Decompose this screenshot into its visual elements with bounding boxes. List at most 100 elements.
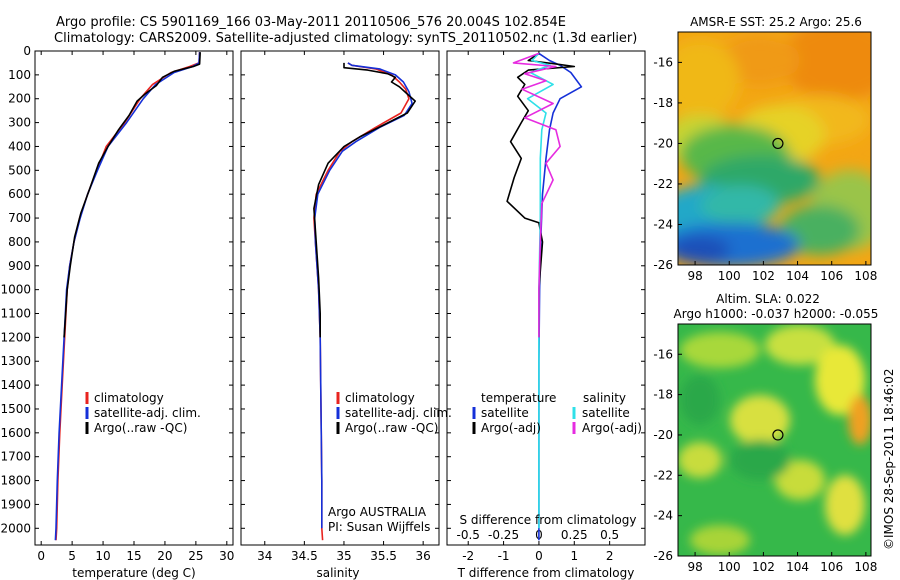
x-tick-label: 15 [126, 549, 141, 563]
depth-tick-label: 1400 [0, 378, 31, 392]
series-line-argo-raw-qc- [313, 62, 417, 338]
temperature-series [54, 52, 201, 541]
float-pi-annotation: PI: Susan Wijffels [328, 520, 430, 534]
sst-map-title: AMSR-E SST: 25.2 Argo: 25.6 [690, 15, 862, 29]
sla-map-axes: 98 100 102 104 106 108 -16 -18 -20 -22 -24 -26 [653, 347, 877, 574]
series-line-satellite-adj-clim- [313, 62, 413, 529]
series-line-climatology [313, 62, 410, 541]
legend-label-climatology: climatology [94, 391, 164, 405]
x-tick-label: 35.5 [370, 549, 397, 563]
s-tick-label: -0.25 [488, 528, 519, 542]
depth-tick-label: 1700 [0, 450, 31, 464]
x-tick-label: 30 [219, 549, 234, 563]
map-y-tick-label: -18 [653, 388, 673, 402]
map-x-tick-label: 106 [820, 269, 843, 283]
map-x-tick-label: 98 [687, 269, 702, 283]
depth-tick-label: 1000 [0, 283, 31, 297]
difference-s-label: S difference from climatology [460, 513, 637, 527]
sla-map-panel: Altim. SLA: 0.022 Argo h1000: -0.037 h20… [653, 292, 878, 574]
temperature-plot-frame [34, 50, 234, 546]
depth-tick-label: 800 [8, 235, 31, 249]
legend-label-satellite-adj: satellite-adj. clim. [94, 406, 201, 420]
salinity-legend: climatology satellite-adj. clim. Argo(..… [336, 391, 452, 435]
map-y-tick-label: -20 [653, 428, 673, 442]
x-tick-label: -1 [498, 549, 510, 563]
map-y-tick-label: -16 [653, 347, 673, 361]
difference-s-axis: -0.5 -0.25 0 0.25 0.5 [457, 528, 620, 542]
difference-t-axis: -2 -1 0 1 2 [462, 51, 613, 563]
legend-label-t-satellite: satellite [481, 406, 529, 420]
difference-plot-frame [446, 50, 646, 546]
temperature-panel: 0100200300400500600700800900100011001200… [0, 44, 234, 580]
map-y-tick-label: -24 [653, 509, 673, 523]
sst-map-frame [677, 31, 872, 266]
sst-argo-location-marker [772, 137, 784, 150]
map-x-tick-label: 102 [752, 560, 775, 574]
depth-tick-label: 400 [8, 139, 31, 153]
depth-tick-label: 1500 [0, 402, 31, 416]
depth-tick-label: 2000 [0, 521, 31, 535]
difference-legend: temperature salinity satellite Argo(-adj… [472, 391, 642, 435]
series-line-argo-raw-qc- [63, 52, 201, 338]
legend-label-satellite-adj: satellite-adj. clim. [345, 406, 452, 420]
legend-label-climatology: climatology [345, 391, 415, 405]
salinity-panel: 34 34.5 35 35.5 36 salinity climatology sate… [240, 50, 452, 580]
series-line-t-argo-adj- [506, 52, 576, 338]
map-x-tick-label: 106 [820, 560, 843, 574]
sst-map-panel: AMSR-E SST: 25.2 Argo: 25.6 98 100 [653, 15, 877, 283]
map-x-tick-label: 98 [687, 560, 702, 574]
figure-title-line2: Climatology: CARS2009. Satellite-adjuste… [54, 31, 637, 46]
depth-tick-label: 1900 [0, 497, 31, 511]
x-tick-label: 1 [570, 549, 578, 563]
temperature-xlabel: temperature (deg C) [72, 566, 195, 580]
temperature-legend: climatology satellite-adj. clim. Argo(..… [85, 391, 201, 435]
x-tick-label: 5 [68, 549, 76, 563]
legend-label-s-argo: Argo(-adj) [582, 421, 642, 435]
salinity-series [313, 62, 417, 541]
x-tick-label: 10 [95, 549, 110, 563]
depth-tick-label: 900 [8, 259, 31, 273]
salinity-x-axis: 34 34.5 35 35.5 36 [257, 51, 431, 563]
s-tick-label: 0.5 [600, 528, 619, 542]
s-tick-label: 0.25 [561, 528, 588, 542]
x-tick-label: -2 [462, 549, 474, 563]
difference-panel: -2 -1 0 1 2 -0.5 -0.25 0 0.25 0.5 T difference f… [446, 50, 646, 580]
series-line-satellite-adj-clim- [54, 52, 201, 541]
depth-tick-label: 100 [8, 68, 31, 82]
depth-tick-label: 1200 [0, 330, 31, 344]
map-x-tick-label: 104 [786, 269, 809, 283]
depth-tick-label: 200 [8, 92, 31, 106]
depth-tick-label: 1800 [0, 474, 31, 488]
difference-t-xlabel: T difference from climatology [457, 566, 635, 580]
sla-heatmap [678, 324, 871, 556]
x-tick-label: 0 [535, 549, 543, 563]
map-x-tick-label: 108 [854, 560, 877, 574]
map-y-tick-label: -26 [653, 258, 673, 272]
map-x-tick-label: 108 [854, 269, 877, 283]
legend-label-s-satellite: satellite [582, 406, 630, 420]
depth-tick-label: 500 [8, 163, 31, 177]
x-tick-label: 25 [188, 549, 203, 563]
depth-tick-label: 1600 [0, 426, 31, 440]
temperature-x-axis: 0 5 10 15 20 25 30 [37, 51, 234, 563]
figure-title-line1: Argo profile: CS 5901169_166 03-May-2011… [56, 15, 566, 30]
legend-label-argo: Argo(..raw -QC) [345, 421, 438, 435]
map-y-tick-label: -16 [653, 55, 673, 69]
x-tick-label: 34 [257, 549, 272, 563]
map-y-tick-label: -22 [653, 177, 673, 191]
legend-label-argo: Argo(..raw -QC) [94, 421, 187, 435]
x-tick-label: 35 [336, 549, 351, 563]
series-line-s-argo-adj- [512, 52, 561, 338]
map-y-tick-label: -26 [653, 549, 673, 563]
sla-argo-location-marker [772, 429, 784, 441]
sst-map-axes: 98 100 102 104 106 108 -16 -18 -20 -22 -24 -26 [653, 55, 877, 283]
sla-map-frame [677, 323, 872, 557]
x-tick-label: 0 [37, 549, 45, 563]
sst-heatmap [678, 32, 871, 265]
depth-tick-label: 0 [23, 44, 31, 58]
map-y-tick-label: -18 [653, 96, 673, 110]
depth-tick-label: 300 [8, 116, 31, 130]
map-x-tick-label: 100 [718, 269, 741, 283]
salinity-xlabel: salinity [316, 566, 359, 580]
s-tick-label: -0.5 [457, 528, 480, 542]
